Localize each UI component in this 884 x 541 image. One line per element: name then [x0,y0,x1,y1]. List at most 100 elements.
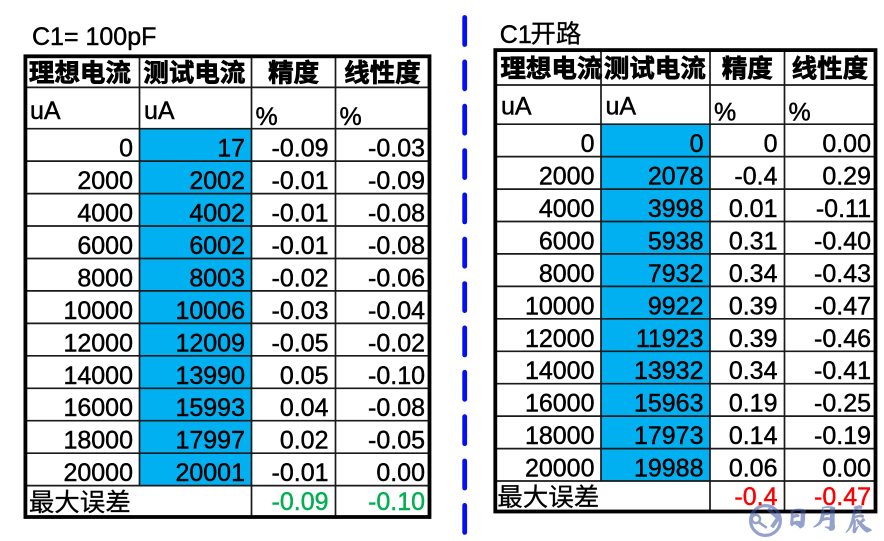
svg-text:-0.4: -0.4 [734,163,777,191]
svg-text:uA: uA [30,97,61,125]
svg-text:-0.47: -0.47 [814,292,871,320]
svg-text:C1= 100pF: C1= 100pF [32,23,156,51]
svg-text:10000: 10000 [63,297,133,325]
svg-text:-0.08: -0.08 [368,200,425,228]
svg-text:13932: 13932 [634,357,704,385]
svg-text:0.00: 0.00 [376,459,425,487]
svg-text:4000: 4000 [77,200,133,228]
svg-text:-0.43: -0.43 [814,260,871,288]
svg-text:0.19: 0.19 [729,390,778,418]
svg-text:10000: 10000 [525,292,595,320]
svg-text:10006: 10006 [175,297,245,325]
svg-text:13990: 13990 [175,362,245,390]
svg-text:-0.08: -0.08 [368,394,425,422]
svg-text:-0.11: -0.11 [816,195,871,223]
svg-text:0.04: 0.04 [280,394,329,422]
svg-text:0.39: 0.39 [729,292,778,320]
svg-text:-0.02: -0.02 [368,329,425,357]
svg-text:C1: C1 [500,21,532,49]
svg-text:-0.41: -0.41 [814,357,871,385]
svg-text:-0.05: -0.05 [272,329,329,357]
svg-text:12009: 12009 [175,329,245,357]
svg-text:12000: 12000 [525,325,595,353]
svg-text:0.05: 0.05 [280,362,329,390]
svg-text:0.06: 0.06 [729,455,778,483]
svg-text:19988: 19988 [634,455,704,483]
svg-text:6000: 6000 [539,227,595,255]
svg-text:-0.10: -0.10 [368,488,425,516]
svg-text:-0.19: -0.19 [814,422,871,450]
svg-text:18000: 18000 [63,427,133,455]
svg-text:0.39: 0.39 [729,325,778,353]
svg-text:20000: 20000 [63,459,133,487]
svg-text:0.31: 0.31 [729,227,778,255]
svg-text:16000: 16000 [525,390,595,418]
svg-text:20000: 20000 [525,455,595,483]
svg-text:8003: 8003 [189,264,245,292]
svg-text:0.34: 0.34 [729,357,778,385]
svg-text:2000: 2000 [539,163,595,191]
svg-text:0: 0 [581,130,595,158]
svg-text:17973: 17973 [634,422,704,450]
svg-text:%: % [340,103,362,131]
svg-text:-0.08: -0.08 [368,232,425,260]
svg-text:%: % [714,99,736,127]
svg-text:20001: 20001 [175,459,245,487]
svg-text:uA: uA [606,93,637,121]
svg-text:-0.10: -0.10 [368,362,425,390]
svg-text:4002: 4002 [189,200,245,228]
svg-text:%: % [789,99,811,127]
svg-text:0: 0 [119,135,133,163]
svg-text:-0.02: -0.02 [272,264,329,292]
svg-text:2078: 2078 [648,163,704,191]
svg-text:8000: 8000 [77,264,133,292]
svg-text:14000: 14000 [63,362,133,390]
svg-text:-0.03: -0.03 [368,135,425,163]
svg-text:-0.01: -0.01 [272,200,329,228]
svg-text:15993: 15993 [175,394,245,422]
svg-text:17997: 17997 [175,427,245,455]
svg-text:-0.05: -0.05 [368,427,425,455]
svg-text:8000: 8000 [539,260,595,288]
svg-text:9922: 9922 [648,292,704,320]
svg-text:-0.09: -0.09 [272,135,329,163]
svg-text:17: 17 [217,135,245,163]
svg-text:5938: 5938 [648,227,704,255]
svg-text:-0.40: -0.40 [814,227,871,255]
svg-text:0.29: 0.29 [822,163,871,191]
svg-text:uA: uA [144,97,175,125]
svg-text:2000: 2000 [77,167,133,195]
svg-text:0.34: 0.34 [729,260,778,288]
svg-text:-0.01: -0.01 [272,459,329,487]
svg-text:11923: 11923 [636,325,704,353]
svg-text:7932: 7932 [648,260,704,288]
svg-text:-0.09: -0.09 [272,488,329,516]
svg-text:6002: 6002 [189,232,245,260]
svg-text:uA: uA [501,93,532,121]
svg-text:18000: 18000 [525,422,595,450]
svg-text:4000: 4000 [539,195,595,223]
svg-text:%: % [256,103,278,131]
svg-text:-0.03: -0.03 [272,297,329,325]
svg-text:0: 0 [690,130,704,158]
svg-text:-0.04: -0.04 [368,297,425,325]
svg-text:-0.4: -0.4 [734,483,777,511]
svg-text:14000: 14000 [525,357,595,385]
svg-text:-0.09: -0.09 [368,167,425,195]
svg-text:0.14: 0.14 [729,422,778,450]
svg-text:-0.46: -0.46 [814,325,871,353]
svg-text:-0.06: -0.06 [368,264,425,292]
svg-text:0.02: 0.02 [280,427,329,455]
svg-text:3998: 3998 [648,195,704,223]
svg-text:0: 0 [764,130,778,158]
svg-text:-0.25: -0.25 [814,390,871,418]
svg-text:0.01: 0.01 [729,195,778,223]
svg-text:12000: 12000 [63,329,133,357]
svg-text:0.00: 0.00 [822,455,871,483]
svg-text:-0.47: -0.47 [814,483,871,511]
svg-text:16000: 16000 [63,394,133,422]
svg-text:0.00: 0.00 [822,130,871,158]
svg-text:2002: 2002 [189,167,245,195]
svg-text:15963: 15963 [634,390,704,418]
svg-text:-0.01: -0.01 [272,167,329,195]
